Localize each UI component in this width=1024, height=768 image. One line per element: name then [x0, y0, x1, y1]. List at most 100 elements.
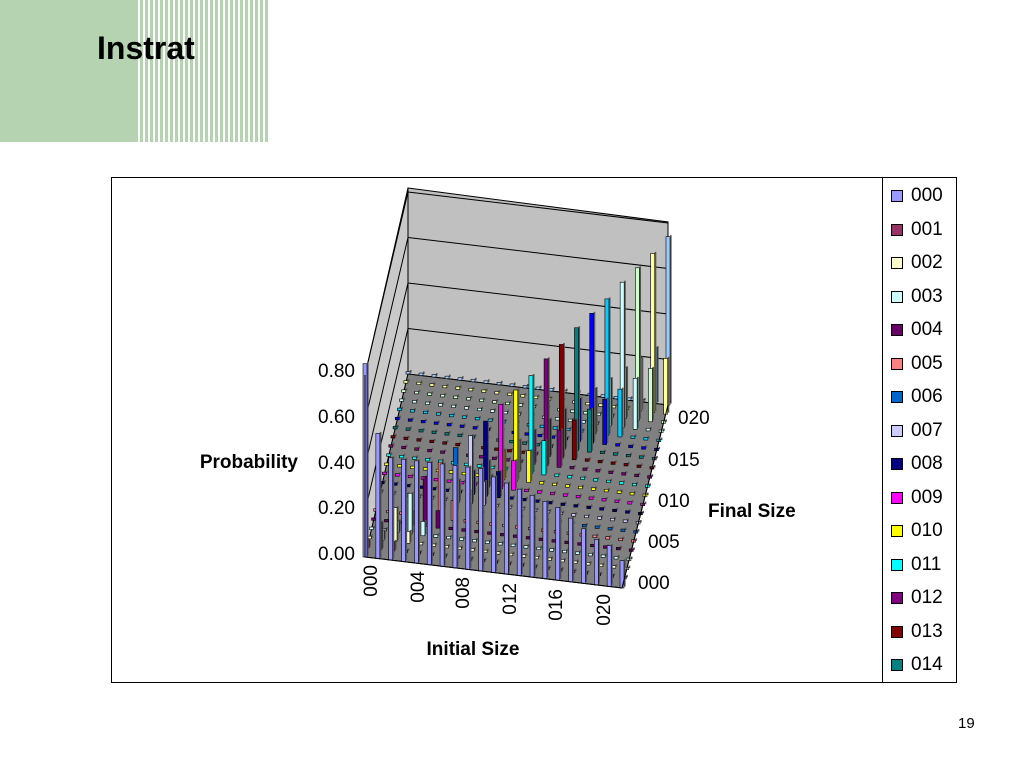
- bar-side: [433, 551, 436, 555]
- bar-face: [539, 481, 544, 485]
- bar-side: [553, 547, 556, 550]
- bar-side: [392, 456, 395, 559]
- bar-side: [604, 449, 606, 453]
- bar-side: [491, 473, 494, 477]
- bar-side: [489, 426, 492, 430]
- bar-side: [620, 545, 622, 549]
- bar-face: [455, 442, 460, 447]
- bar: [612, 507, 619, 513]
- bar-face: [578, 485, 583, 490]
- bar-side: [631, 396, 633, 399]
- bar-side: [509, 457, 511, 460]
- bar-side: [644, 397, 646, 401]
- bar-side: [472, 386, 475, 390]
- bar-face: [608, 470, 614, 474]
- bar-side: [424, 519, 427, 535]
- bar: [394, 472, 401, 477]
- y-axis-ticks: 0.00 0.20 0.40 0.60 0.80: [318, 361, 355, 565]
- bar-side: [487, 548, 489, 552]
- bar-side: [423, 428, 425, 431]
- bar-side: [552, 443, 555, 446]
- bar: [609, 516, 616, 522]
- bar: [470, 377, 477, 383]
- bar: [634, 472, 641, 477]
- bar: [613, 555, 620, 560]
- z-tick-label: 000: [638, 573, 670, 594]
- bar: [571, 418, 578, 461]
- bar: [420, 418, 427, 424]
- bar: [459, 423, 466, 428]
- legend-swatch: [891, 190, 903, 202]
- bar: [444, 374, 451, 379]
- bar-side: [522, 458, 524, 462]
- bar: [477, 406, 484, 412]
- bar-face: [523, 545, 529, 549]
- bar-face: [439, 463, 445, 567]
- bar-side: [522, 402, 525, 405]
- bar-side: [567, 435, 570, 439]
- bar-side: [444, 392, 447, 396]
- bar-side: [586, 522, 588, 526]
- bar-side: [628, 565, 631, 569]
- bar-side: [435, 429, 438, 433]
- bar: [433, 420, 440, 425]
- bar-side: [450, 478, 453, 481]
- bar-side: [564, 557, 566, 561]
- bar-side: [562, 567, 564, 570]
- bar-side: [605, 553, 607, 556]
- bar-side: [632, 443, 635, 447]
- bar-side: [640, 519, 642, 523]
- bar: [446, 421, 453, 427]
- bar: [407, 417, 414, 422]
- bar-side: [472, 434, 474, 503]
- bar-side: [405, 444, 408, 448]
- bar-side: [420, 380, 423, 384]
- bar-face: [461, 415, 467, 419]
- bar-side: [611, 544, 613, 585]
- bar-side: [624, 527, 627, 531]
- bar: [427, 447, 434, 453]
- bar-side: [461, 545, 463, 549]
- z-tick-label: 020: [678, 408, 710, 429]
- bar: [516, 487, 523, 576]
- bar-face: [461, 528, 467, 532]
- y-axis-title: Probability: [200, 452, 299, 473]
- bar-face: [382, 471, 387, 475]
- bar-side: [410, 482, 412, 486]
- bar-side: [593, 311, 596, 442]
- bar-side: [537, 451, 539, 454]
- bar-side: [446, 440, 449, 443]
- bar-side: [498, 390, 501, 393]
- bar-face: [554, 473, 560, 477]
- bar-side: [670, 235, 672, 404]
- bar-face: [526, 450, 531, 483]
- gridline: [364, 237, 409, 421]
- bar-face: [587, 408, 592, 453]
- bar: [494, 390, 501, 395]
- z-tick-label: 015: [668, 450, 700, 471]
- bar-face: [401, 445, 407, 450]
- bar-side: [602, 458, 604, 462]
- bar-face: [554, 417, 560, 421]
- bar-face: [369, 526, 374, 530]
- bar-side: [610, 478, 613, 482]
- bar: [622, 518, 629, 523]
- bar: [597, 515, 603, 520]
- bar-side: [429, 400, 432, 404]
- bar: [616, 545, 622, 551]
- bar-face: [569, 466, 575, 470]
- bar-face: [570, 409, 575, 413]
- bar: [386, 452, 393, 457]
- bar: [440, 392, 447, 398]
- bar-face: [403, 436, 409, 440]
- bar: [632, 376, 639, 430]
- bar-side: [468, 405, 471, 408]
- bar-side: [641, 356, 644, 410]
- bar: [621, 471, 628, 476]
- bar-face: [607, 527, 613, 531]
- legend-swatch: [891, 491, 903, 504]
- bar-side: [476, 481, 479, 484]
- bar-side: [667, 356, 670, 413]
- bar: [399, 397, 406, 402]
- bar: [520, 393, 527, 398]
